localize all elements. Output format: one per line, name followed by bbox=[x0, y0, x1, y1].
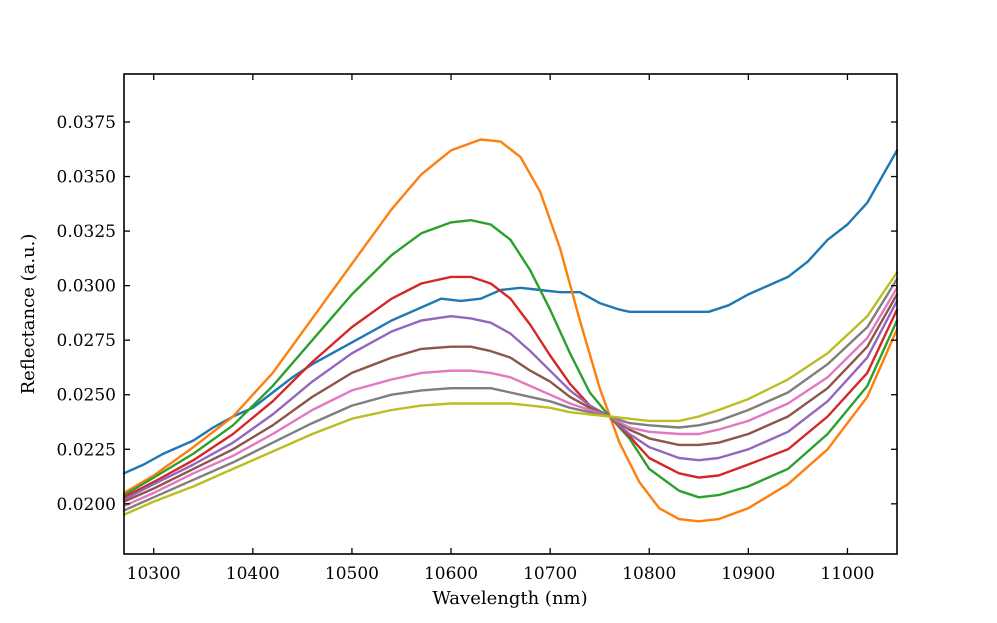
x-axis: 10300 10400 10500 10600 10700 10800 10900 11000 bbox=[127, 74, 874, 584]
series-line-4 bbox=[122, 275, 899, 499]
y-tick-label: 0.0200 bbox=[57, 495, 116, 515]
series-line-1 bbox=[122, 149, 899, 475]
x-tick-label: 10400 bbox=[226, 564, 280, 584]
series-line-8 bbox=[122, 277, 899, 512]
series-line-6 bbox=[122, 293, 899, 503]
x-tick-label: 10300 bbox=[127, 564, 181, 584]
x-tick-label: 10900 bbox=[721, 564, 775, 584]
y-tick-label: 0.0375 bbox=[57, 113, 116, 133]
series-lines bbox=[122, 138, 899, 523]
series-line-2 bbox=[122, 138, 899, 523]
x-tick-label: 10800 bbox=[622, 564, 676, 584]
y-axis-label: Reflectance (a.u.) bbox=[18, 234, 39, 395]
y-tick-label: 0.0250 bbox=[57, 386, 116, 406]
y-tick-label: 0.0325 bbox=[57, 222, 116, 242]
x-tick-label: 11000 bbox=[820, 564, 874, 584]
y-tick-label: 0.0225 bbox=[57, 440, 116, 460]
y-tick-label: 0.0300 bbox=[57, 277, 116, 297]
x-axis-label: Wavelength (nm) bbox=[432, 588, 587, 609]
plot-frame bbox=[123, 73, 898, 555]
y-tick-label: 0.0275 bbox=[57, 331, 116, 351]
series-line-3 bbox=[122, 219, 899, 499]
series-line-9 bbox=[122, 271, 899, 516]
series-line-5 bbox=[122, 299, 899, 501]
y-axis: 0.0200 0.0225 0.0250 0.0275 0.0300 0.0325 0.03… bbox=[57, 113, 897, 515]
series-line-7 bbox=[122, 286, 899, 508]
x-tick-label: 10700 bbox=[523, 564, 577, 584]
x-tick-label: 10500 bbox=[325, 564, 379, 584]
x-tick-label: 10600 bbox=[424, 564, 478, 584]
y-tick-label: 0.0350 bbox=[57, 168, 116, 188]
